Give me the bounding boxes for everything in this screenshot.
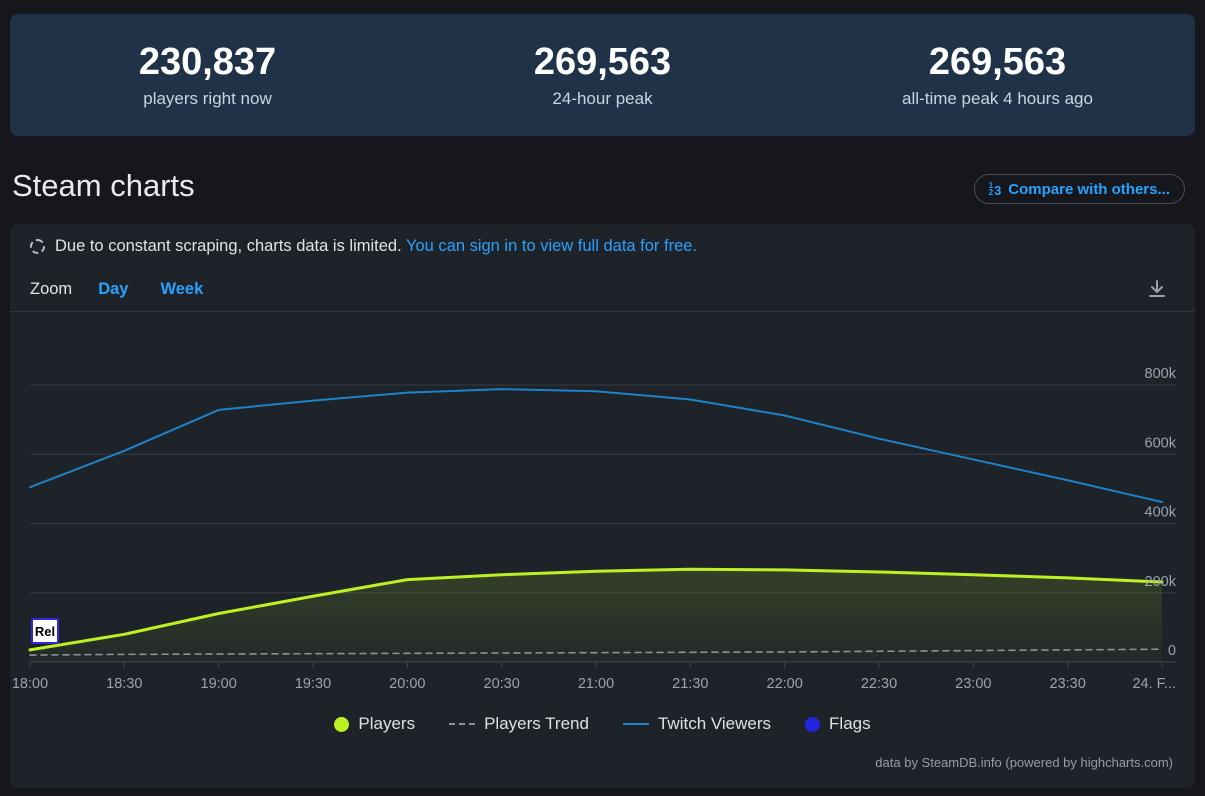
y-axis-label-600k: 600k [1145,435,1177,451]
x-axis-label-7: 21:30 [672,676,708,692]
notice-text: Due to constant scraping, charts data is… [55,236,402,255]
stat-alltime-peak: 269,563 all-time peak 4 hours ago [800,41,1195,109]
chart-panel: Due to constant scraping, charts data is… [10,224,1195,788]
x-axis-label-5: 20:30 [484,676,520,692]
legend-label: Players [358,714,416,733]
x-axis-label-11: 23:30 [1050,676,1086,692]
stat-players-now-value: 230,837 [138,41,277,84]
y-axis-label-200k: 200k [1145,574,1177,590]
zoom-toolbar: Zoom Day Week [10,268,1195,312]
x-axis-label-6: 21:00 [578,676,614,692]
y-axis-label-0: 0 [1168,643,1176,659]
x-axis-label-1: 18:30 [106,676,142,692]
legend-item-twitch-viewers[interactable]: Twitch Viewers [622,714,772,734]
flags-marker-icon [805,716,821,732]
stat-alltime-peak-value: 269,563 [928,41,1067,84]
x-axis-label-0: 18:00 [12,676,48,692]
dashed-circle-icon [30,238,45,254]
legend-item-players[interactable]: Players [334,714,415,734]
series-area-players [30,569,1162,662]
chart-legend: Players Players Trend Twitch Viewers Flags [10,714,1195,734]
sign-in-link[interactable]: You can sign in to view full data for fr… [405,236,698,255]
x-axis-label-10: 23:00 [955,676,991,692]
stat-24h-peak-value: 269,563 [533,41,672,84]
legend-label: Twitch Viewers [657,714,772,733]
players-trend-marker-icon [449,723,476,725]
legend-label: Players Trend [484,714,589,733]
players-marker-icon [334,716,350,732]
x-axis-label-2: 19:00 [201,676,237,692]
twitch-viewers-marker-icon [622,723,649,725]
x-axis-label-8: 22:00 [767,676,803,692]
download-chart-button[interactable] [1143,276,1171,304]
stats-summary-box: 230,837 players right now 269,563 24-hou… [10,14,1195,136]
y-axis-label-400k: 400k [1145,505,1177,521]
zoom-option-week[interactable]: Week [160,280,204,298]
x-axis-label-9: 22:30 [861,676,897,692]
legend-label: Flags [829,714,871,733]
chart-svg: 0 200k 400k 600k 800k 18:00 18:30 19:00 19:30 20:… [12,366,1177,692]
legend-item-flags[interactable]: Flags [805,714,871,734]
zoom-label: Zoom [30,280,73,298]
x-axis-label-12: 24. F... [1132,676,1176,692]
chart-area[interactable]: 0 200k 400k 600k 800k 18:00 18:30 19:00 19:30 20:… [10,312,1195,702]
stat-24h-peak: 269,563 24-hour peak [405,41,800,109]
stat-players-now: 230,837 players right now [10,41,405,109]
flag-marker-rel[interactable]: Rel [31,618,59,644]
series-line-players [28,567,1164,652]
zoom-option-day[interactable]: Day [98,280,129,298]
stat-alltime-peak-label: all-time peak 4 hours ago [902,88,1093,108]
series-line-twitch-viewers [29,388,1163,504]
download-icon [1149,280,1165,297]
compare-numbers-icon: 1 2 3 [988,181,1002,198]
stat-24h-peak-label: 24-hour peak [552,88,653,108]
legend-item-players-trend[interactable]: Players Trend [449,714,589,734]
series-line-players-trend [29,648,1163,656]
compare-with-others-button[interactable]: 1 2 3 Compare with others... [973,174,1185,204]
page-title: Steam charts [12,168,195,203]
y-axis-label-800k: 800k [1145,366,1177,382]
chart-credits: data by SteamDB.info (powered by highcha… [875,755,1173,770]
compare-button-label: Compare with others... [1008,180,1170,198]
x-axis-label-3: 19:30 [295,676,331,692]
stat-players-now-label: players right now [143,88,272,108]
scraping-notice: Due to constant scraping, charts data is… [10,224,1195,268]
x-axis-label-4: 20:00 [389,676,425,692]
